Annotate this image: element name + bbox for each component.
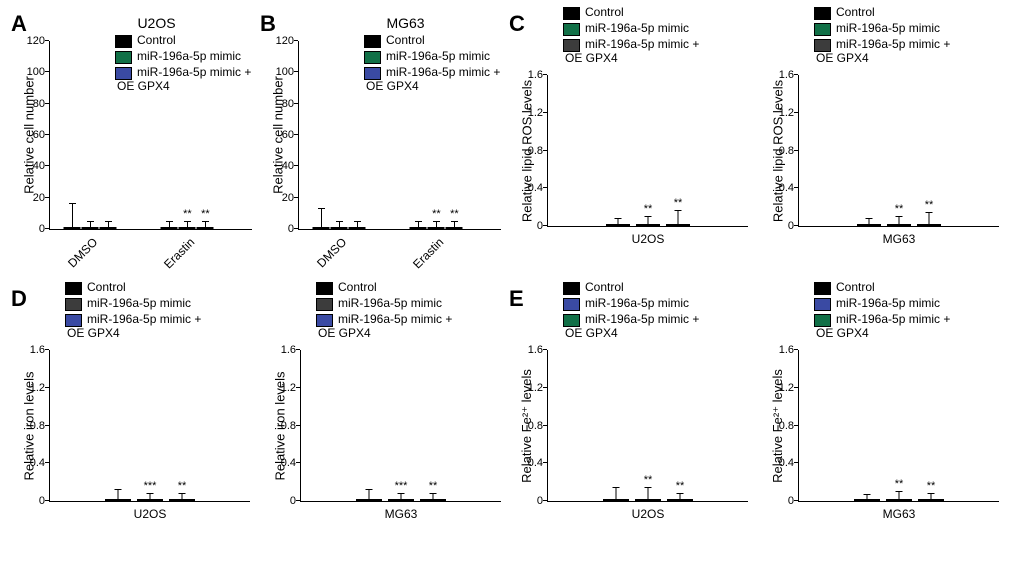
bar-group: *****U2OS: [105, 499, 195, 501]
panel-a: A U2OS Control miR-196a-5p mimic miR-196…: [15, 15, 258, 280]
bar: [854, 499, 880, 501]
x-label: Erastin: [410, 235, 446, 271]
panel-d: D Control miR-196a-5p mimic miR-196a-5p …: [15, 290, 507, 555]
bar: **: [886, 499, 912, 501]
legend-d2: Control miR-196a-5p mimic miR-196a-5p mi…: [316, 280, 452, 342]
x-label: U2OS: [134, 507, 167, 521]
plot-d1: *****U2OS: [50, 350, 250, 502]
x-label: Erastin: [161, 235, 197, 271]
bar-group: *****MG63: [356, 499, 446, 501]
bar: ***: [137, 499, 163, 501]
bar: **: [420, 499, 446, 501]
bar: **: [887, 224, 911, 226]
legend-e2: Control miR-196a-5p mimic miR-196a-5p mi…: [814, 280, 950, 342]
bar: [356, 499, 382, 501]
bar: **: [917, 224, 941, 226]
panel-b-title: MG63: [304, 15, 507, 31]
bar: [313, 227, 330, 229]
bar-group: ****U2OS: [606, 224, 690, 226]
legend-e: Control miR-196a-5p mimic miR-196a-5p mi…: [563, 280, 699, 342]
plot-a: DMSO ****Erastin: [50, 41, 252, 230]
x-label: DMSO: [314, 235, 349, 270]
bar: **: [197, 227, 214, 229]
bar-group: ****MG63: [857, 224, 941, 226]
bar-group: DMSO: [62, 227, 119, 229]
bar: **: [428, 227, 445, 229]
bar: [161, 227, 178, 229]
bar-group: DMSO: [311, 227, 368, 229]
chart-b-wrap: Control miR-196a-5p mimic miR-196a-5p mi…: [264, 33, 507, 280]
panel-a-title: U2OS: [55, 15, 258, 31]
legend-d: Control miR-196a-5p mimic miR-196a-5p mi…: [65, 280, 201, 342]
x-label: MG63: [883, 507, 916, 521]
panel-e: E Control miR-196a-5p mimic miR-196a-5p …: [513, 290, 1005, 555]
plot-c2: ****MG63: [799, 75, 999, 227]
legend-c: Control miR-196a-5p mimic miR-196a-5p mi…: [563, 5, 699, 67]
bar: **: [636, 224, 660, 226]
x-label: U2OS: [632, 507, 665, 521]
plot-b: DMSO ****Erastin: [299, 41, 501, 230]
bar: **: [667, 499, 693, 501]
bar: [82, 227, 99, 229]
bar: [410, 227, 427, 229]
bar: **: [446, 227, 463, 229]
bar: **: [666, 224, 690, 226]
panel-b: B MG63 Control miR-196a-5p mimic miR-196…: [264, 15, 507, 280]
bar: ***: [388, 499, 414, 501]
bar-group: ****Erastin: [408, 227, 465, 229]
x-label: U2OS: [632, 232, 665, 246]
bar: [331, 227, 348, 229]
figure-grid: A U2OS Control miR-196a-5p mimic miR-196…: [15, 15, 1005, 555]
bar-group: ****Erastin: [159, 227, 216, 229]
plot-d2: *****MG63: [301, 350, 501, 502]
panel-c: C Control miR-196a-5p mimic miR-196a-5p …: [513, 15, 1005, 280]
x-label: DMSO: [65, 235, 100, 270]
chart-a-wrap: Control miR-196a-5p mimic miR-196a-5p mi…: [15, 33, 258, 280]
bar: [100, 227, 117, 229]
bar-group: ****U2OS: [603, 499, 693, 501]
plot-c1: ****U2OS: [548, 75, 748, 227]
bar: [349, 227, 366, 229]
bar: [603, 499, 629, 501]
plot-e1: ****U2OS: [548, 350, 748, 502]
bar: **: [179, 227, 196, 229]
bar: [105, 499, 131, 501]
bar-group: ****MG63: [854, 499, 944, 501]
x-label: MG63: [883, 232, 916, 246]
x-label: MG63: [385, 507, 418, 521]
bar: [857, 224, 881, 226]
bar: [64, 227, 81, 229]
legend-c2: Control miR-196a-5p mimic miR-196a-5p mi…: [814, 5, 950, 67]
bar: **: [635, 499, 661, 501]
plot-e2: ****MG63: [799, 350, 999, 502]
bar: [606, 224, 630, 226]
bar: **: [169, 499, 195, 501]
bar: **: [918, 499, 944, 501]
